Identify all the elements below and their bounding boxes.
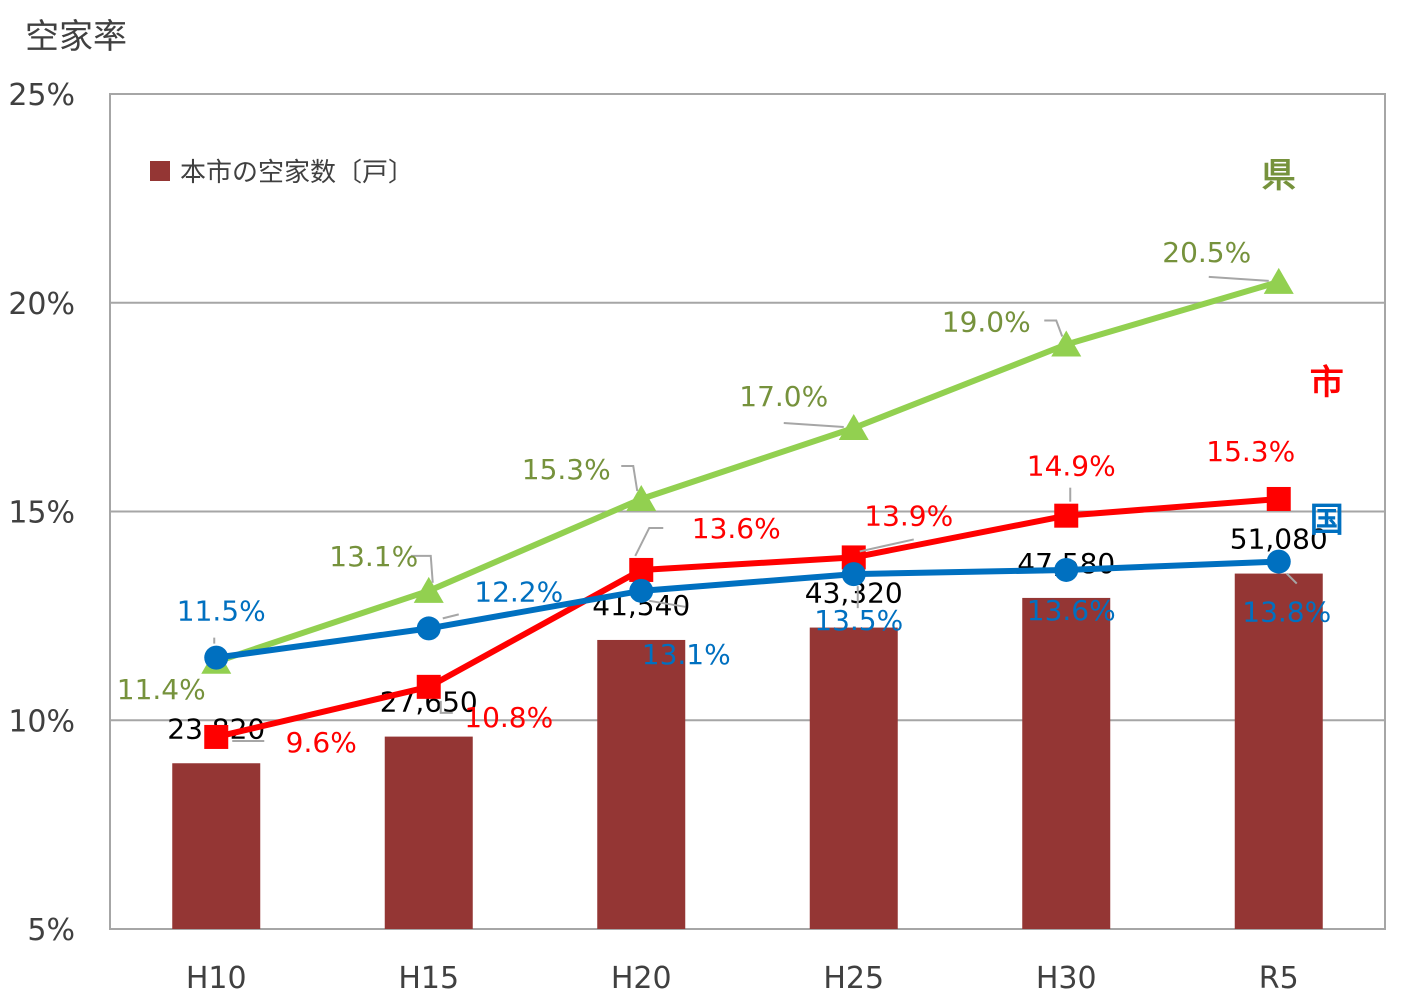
point-value-label: 12.2%	[474, 575, 563, 608]
leader-line	[1044, 319, 1064, 337]
circle-marker	[629, 578, 654, 603]
x-tick-label: R5	[1259, 961, 1299, 996]
circle-marker	[416, 616, 441, 641]
leader-line	[783, 422, 844, 428]
point-value-label: 13.5%	[814, 604, 903, 637]
gridlines	[109, 93, 1386, 930]
x-tick-label: H10	[186, 961, 247, 996]
point-value-label: 15.3%	[1206, 435, 1295, 468]
x-tick-label: H20	[611, 961, 672, 996]
bar	[809, 627, 898, 929]
leader-line	[649, 599, 686, 608]
point-value-label: 9.6%	[286, 726, 357, 759]
bar	[1234, 573, 1323, 929]
bar-series	[172, 573, 1323, 929]
x-axis-ticks: H10 H15 H20 H25 H30 R5	[186, 961, 1299, 996]
x-tick-label: H25	[823, 961, 884, 996]
point-value-label: 13.1%	[642, 638, 731, 671]
point-value-label: 13.6%	[1027, 594, 1116, 627]
point-value-label: 14.9%	[1027, 450, 1116, 483]
legend-label: 本市の空家数〔戸〕	[180, 158, 414, 188]
triangle-marker	[626, 484, 657, 511]
bar	[597, 639, 686, 929]
x-tick-label: H15	[398, 961, 459, 996]
point-value-label: 11.5%	[177, 595, 266, 628]
leader-line	[859, 538, 914, 553]
square-marker	[1054, 503, 1079, 528]
triangle-marker	[838, 414, 869, 440]
circle-marker	[1054, 557, 1079, 582]
circle-marker	[204, 645, 229, 670]
triangle-marker	[1263, 267, 1294, 294]
bar	[1022, 597, 1111, 929]
bar	[172, 763, 261, 929]
series-name-labels: 県市国	[1262, 156, 1344, 541]
square-marker	[1266, 486, 1291, 511]
square-marker	[629, 557, 654, 582]
legend-swatch	[150, 161, 170, 181]
point-value-label: 15.3%	[522, 453, 611, 486]
triangle-marker	[1051, 330, 1082, 357]
point-value-label: 13.6%	[692, 512, 781, 545]
leader-line	[1286, 572, 1298, 585]
square-marker	[204, 724, 229, 749]
leader-line	[442, 613, 459, 620]
point-data-labels: 11.4% 13.1% 15.3% 17.0% 19.0% 20.5% 9.6% 10.8% 1…	[117, 236, 1331, 759]
circle-marker	[841, 562, 866, 587]
series-name-label: 市	[1310, 363, 1344, 403]
x-tick-label: H30	[1036, 961, 1097, 996]
point-value-label: 11.4%	[117, 673, 206, 706]
y-axis-title: 空家率	[25, 17, 127, 57]
leader-line	[621, 464, 639, 492]
y-tick-label: 5%	[27, 913, 75, 948]
point-value-label: 19.0%	[942, 306, 1031, 339]
line-series	[201, 267, 1294, 749]
point-value-label: 13.8%	[1242, 596, 1331, 629]
y-tick-label: 25%	[8, 78, 75, 113]
leader-line	[410, 554, 434, 583]
leader-line	[634, 526, 664, 557]
y-tick-label: 10%	[8, 704, 75, 739]
leader-line	[1208, 275, 1269, 282]
point-value-label: 20.5%	[1162, 236, 1251, 269]
point-value-label: 13.1%	[329, 540, 418, 573]
legend: 本市の空家数〔戸〕	[150, 158, 414, 188]
y-tick-label: 20%	[8, 287, 75, 322]
series-line	[215, 558, 1279, 661]
y-axis-ticks: 5% 10% 15% 20% 25%	[8, 78, 75, 948]
square-marker	[416, 674, 441, 699]
point-value-label: 17.0%	[739, 380, 828, 413]
series-line	[215, 278, 1280, 665]
circle-marker	[1266, 549, 1291, 574]
point-value-label: 13.9%	[864, 499, 953, 532]
bar	[384, 736, 473, 929]
series-name-label: 県	[1262, 156, 1296, 196]
series-line	[215, 495, 1279, 740]
leader-line	[439, 700, 453, 714]
point-value-label: 10.8%	[464, 701, 553, 734]
y-tick-label: 15%	[8, 496, 75, 531]
leader-lines	[213, 275, 1298, 742]
series-name-label: 国	[1310, 501, 1344, 541]
triangle-marker	[413, 576, 444, 603]
